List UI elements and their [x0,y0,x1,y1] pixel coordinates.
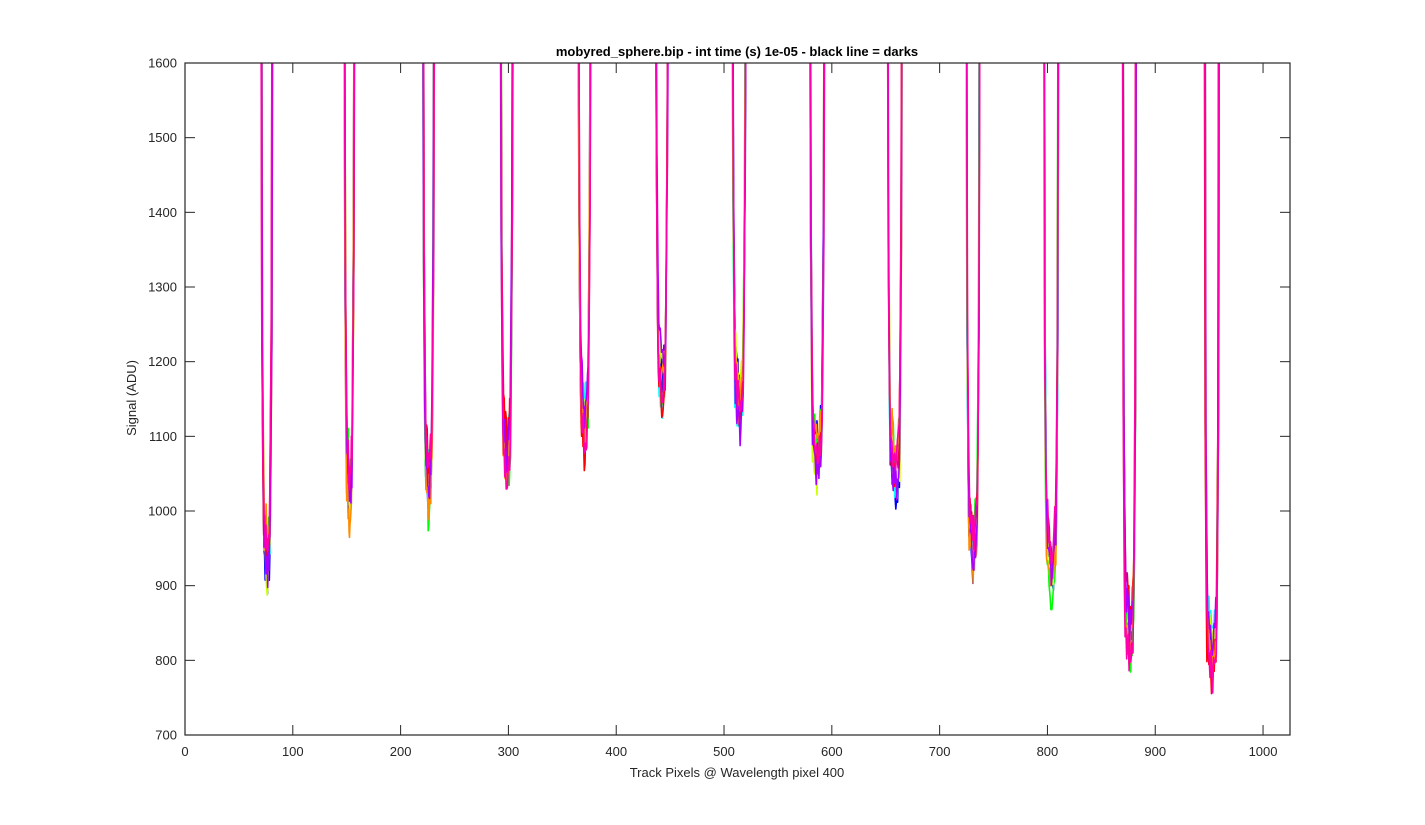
series-line [260,63,1220,678]
x-axis-title: Track Pixels @ Wavelength pixel 400 [630,765,845,780]
chart-title: mobyred_sphere.bip - int time (s) 1e-05 … [556,44,918,59]
x-tick-label: 200 [390,744,412,759]
x-tick-label: 0 [181,744,188,759]
x-tick-label: 800 [1037,744,1059,759]
x-tick-label: 1000 [1249,744,1278,759]
x-tick-label: 400 [605,744,627,759]
y-tick-label: 1100 [149,429,177,444]
y-tick-label: 1500 [148,130,177,145]
series-line [261,63,1220,668]
y-tick-label: 800 [155,653,177,668]
x-tick-label: 600 [821,744,843,759]
y-axis: 700 800 900 1000 1100 1200 1300 1400 1500 1600 [148,56,1290,743]
x-axis: 0 100 200 300 400 500 600 700 800 900 1000 [181,63,1278,759]
y-tick-label: 1600 [148,56,177,71]
x-tick-label: 500 [713,744,735,759]
series-line [260,63,1220,694]
y-tick-label: 1300 [148,280,177,295]
series-line [260,63,1220,632]
y-axis-title: Signal (ADU) [124,360,139,436]
x-tick-label: 100 [282,744,304,759]
y-tick-label: 1000 [148,504,177,519]
y-tick-label: 900 [155,578,177,593]
x-tick-label: 900 [1144,744,1166,759]
series-layer [260,63,1220,695]
series-line [261,63,1220,654]
series-line [260,63,1220,695]
series-line [260,63,1220,656]
y-tick-label: 700 [155,728,177,743]
x-tick-label: 300 [498,744,520,759]
x-tick-label: 700 [929,744,951,759]
axes-box [184,62,1291,736]
y-tick-label: 1400 [148,205,177,220]
series-line [260,63,1220,656]
y-tick-label: 1200 [148,354,177,369]
